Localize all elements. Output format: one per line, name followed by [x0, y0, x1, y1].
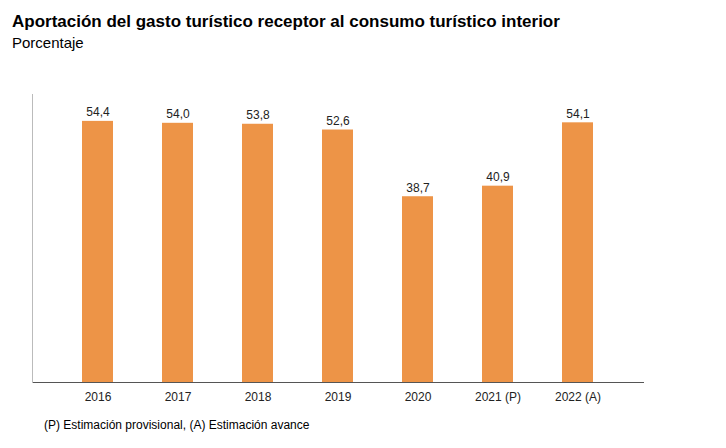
html-text:Porcentaje: Porcentaje	[12, 34, 84, 51]
svg-text:52,6: 52,6	[326, 114, 350, 128]
html-text:Aportación del gasto turístico: Aportación del gasto turístico receptor …	[12, 12, 560, 31]
svg-text:54,0: 54,0	[166, 107, 190, 121]
svg-text:2017: 2017	[165, 390, 192, 404]
svg-text:2019: 2019	[325, 390, 352, 404]
svg-text:2016: 2016	[85, 390, 112, 404]
svg-text:2022 (A): 2022 (A)	[555, 390, 601, 404]
svg-text:2018: 2018	[245, 390, 272, 404]
svg-text:2020: 2020	[405, 390, 432, 404]
svg-text:53,8: 53,8	[246, 108, 270, 122]
svg-text:40,9: 40,9	[486, 170, 510, 184]
html-text:(P) Estimación provisional, (A: (P) Estimación provisional, (A) Estimaci…	[44, 418, 310, 432]
svg-text:38,7: 38,7	[406, 181, 430, 195]
svg-text:54,4: 54,4	[86, 105, 110, 119]
svg-text:54,1: 54,1	[566, 107, 590, 121]
svg-text:2021 (P): 2021 (P)	[475, 390, 521, 404]
